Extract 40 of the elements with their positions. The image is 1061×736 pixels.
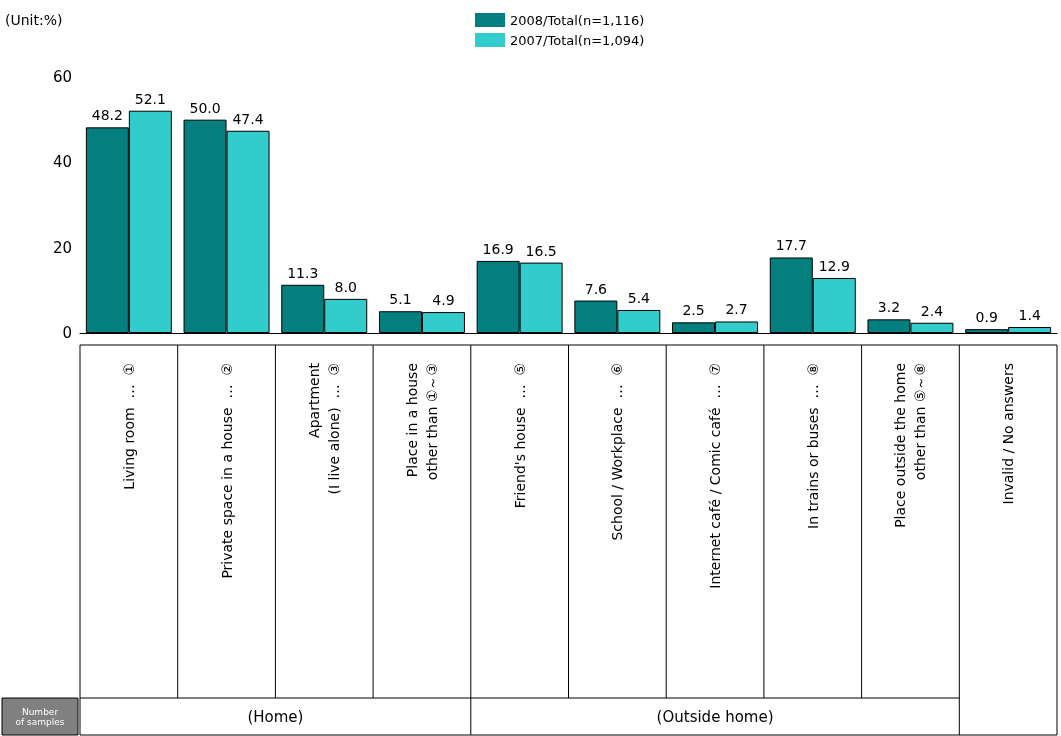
text: (Outside home): [656, 707, 774, 726]
data-label: 16.9: [482, 240, 514, 257]
data-label: 48.2: [91, 107, 123, 124]
data-label: 11.3: [287, 264, 319, 281]
x-tick-label: Friend's house … ⑤: [511, 363, 528, 509]
x-tick-label: Place in a house other than ①～③: [403, 363, 440, 481]
legend-label: 2008/Total(n=1,116): [510, 12, 645, 28]
data-label: 47.4: [232, 110, 264, 127]
data-label: 2.5: [682, 302, 705, 319]
data-label: 2.4: [920, 302, 944, 319]
data-label: 52.1: [134, 90, 166, 107]
text: Number of samples: [15, 706, 65, 727]
y-tick-label: 20: [52, 238, 72, 257]
data-label: 50.0: [189, 99, 221, 116]
data-label: 2.7: [725, 301, 748, 318]
data-label: 17.7: [775, 237, 807, 254]
data-label: 3.2: [877, 299, 901, 316]
data-label: 12.9: [818, 257, 850, 274]
y-tick-label: 60: [52, 68, 72, 86]
data-label: 7.6: [584, 280, 608, 297]
x-tick-label: In trains or buses … ⑧: [804, 363, 821, 529]
data-label: 1.4: [1018, 307, 1041, 324]
x-tick-label: Apartment (I live alone) … ③: [306, 362, 343, 495]
x-tick-label: Private space in a house … ②: [218, 363, 235, 579]
data-label: 16.5: [525, 242, 557, 259]
x-tick-label: Living room … ①: [120, 363, 137, 490]
text: (Home): [247, 707, 304, 726]
y-tick-label: 40: [52, 153, 72, 172]
data-label: 0.9: [975, 309, 998, 326]
x-tick-label: School / Workplace … ⑥: [609, 363, 626, 541]
y-tick-label: 0: [62, 324, 72, 342]
legend-label: 2007/Total(n=1,094): [510, 32, 645, 48]
x-tick-label: Invalid / No answers: [1000, 363, 1017, 505]
data-label: 5.4: [627, 289, 651, 306]
x-tick-label: Place outside the home other than ⑤～⑧: [892, 363, 929, 528]
y-axis-title: (Unit:%): [5, 12, 63, 28]
data-label: 8.0: [334, 278, 357, 295]
data-label: 4.9: [432, 292, 455, 309]
data-label: 5.1: [389, 291, 412, 308]
x-tick-label: Internet café / Comic café … ⑦: [707, 363, 724, 589]
